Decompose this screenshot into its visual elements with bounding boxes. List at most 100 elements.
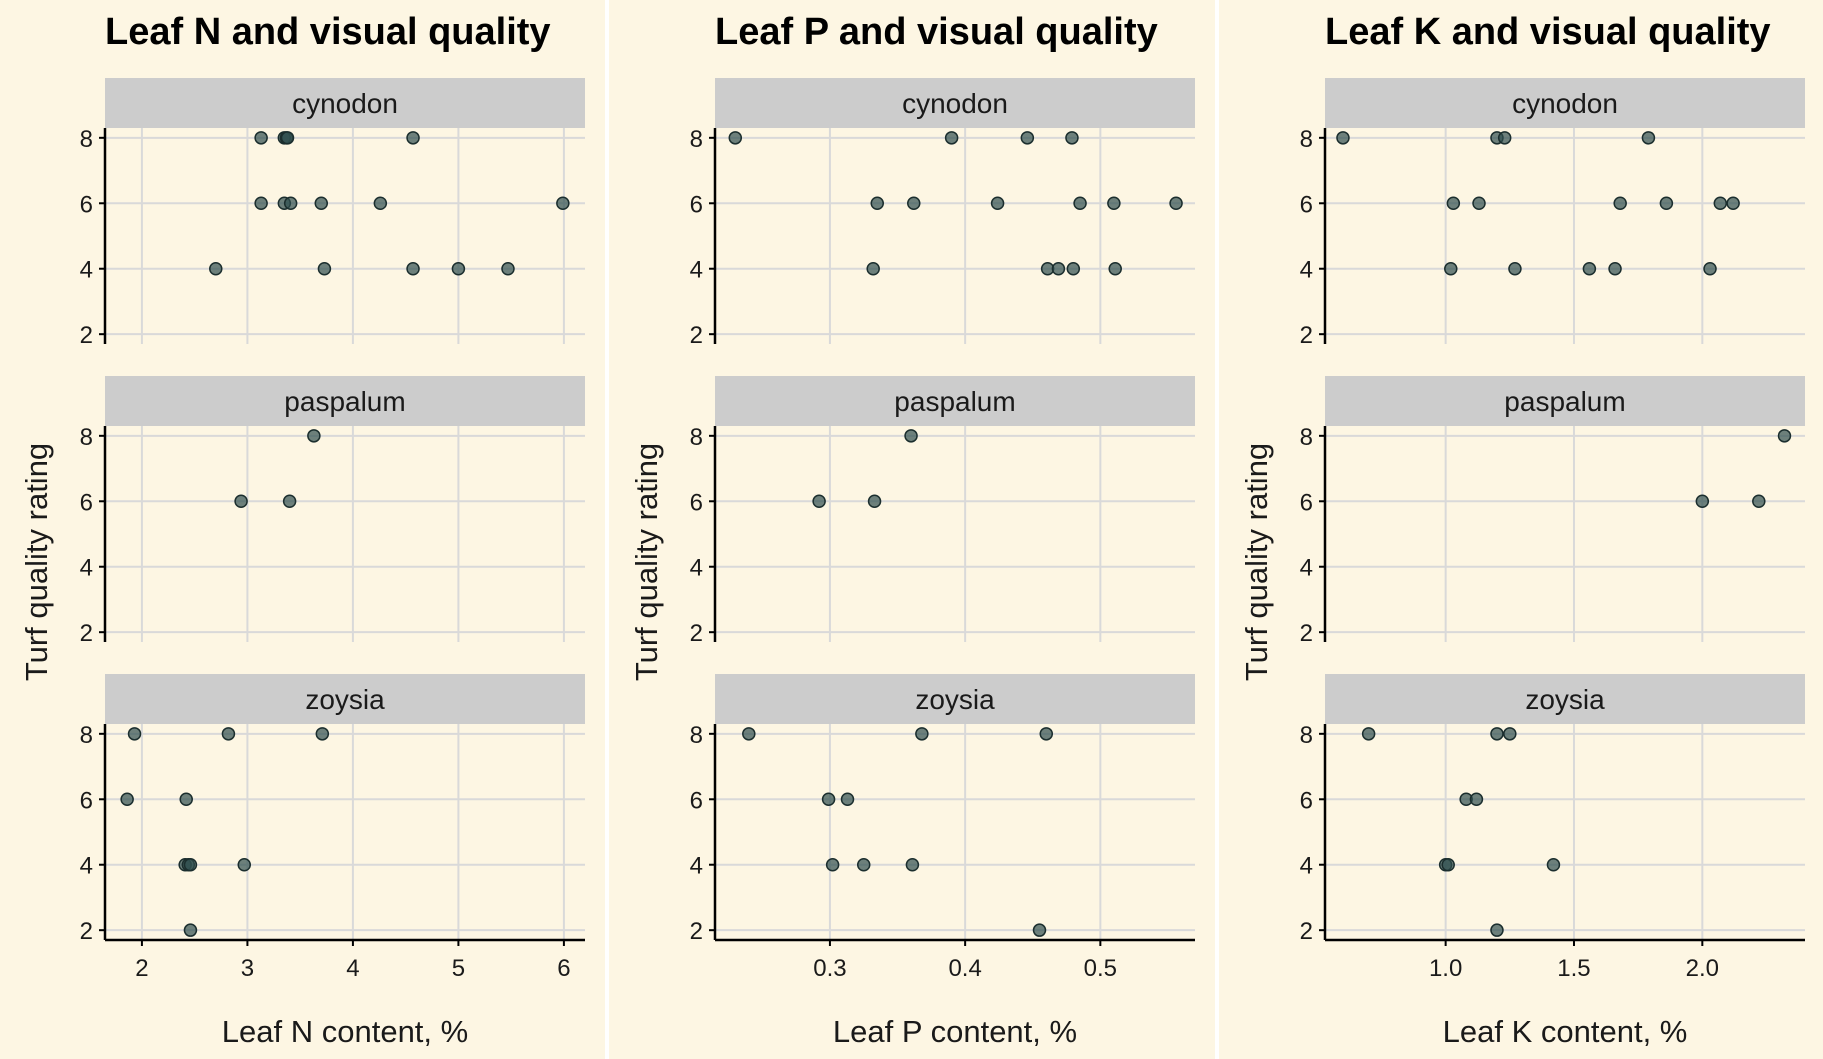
facet-strip bbox=[105, 78, 585, 128]
y-tick-label: 2 bbox=[80, 322, 93, 349]
y-tick-label: 2 bbox=[690, 620, 703, 647]
data-point bbox=[1472, 196, 1486, 211]
data-point bbox=[234, 494, 248, 509]
data-point bbox=[556, 196, 570, 211]
y-tick-label: 4 bbox=[1300, 257, 1313, 284]
data-point bbox=[221, 727, 236, 741]
data-point bbox=[254, 196, 268, 211]
data-point bbox=[1107, 196, 1121, 211]
data-point bbox=[1361, 727, 1376, 741]
facet-zoysia: zoysia 2 4 6 8 0.3 0.4 0.5 bbox=[690, 674, 1195, 982]
data-point bbox=[1020, 131, 1035, 145]
y-axis-title: Turf quality rating bbox=[1239, 443, 1274, 681]
y-tick-label: 4 bbox=[1300, 853, 1313, 880]
data-point bbox=[1777, 429, 1792, 443]
facet-strip bbox=[715, 78, 1195, 128]
data-point bbox=[728, 131, 743, 145]
data-point bbox=[1659, 196, 1674, 211]
data-point bbox=[742, 727, 756, 741]
facet-strip-label: paspalum bbox=[1504, 386, 1625, 417]
facet-paspalum: paspalum 2 4 6 8 bbox=[1300, 376, 1805, 647]
x-tick-label: 2 bbox=[135, 955, 148, 982]
data-point bbox=[1066, 261, 1081, 276]
facet-strip bbox=[1325, 78, 1805, 128]
data-point bbox=[1169, 196, 1183, 211]
panel-title: Leaf P and visual quality bbox=[715, 11, 1158, 53]
y-tick-label: 4 bbox=[80, 257, 93, 284]
data-point bbox=[183, 857, 198, 872]
y-axis-title: Turf quality rating bbox=[19, 443, 54, 681]
facet-zoysia: zoysia 2 4 6 8 1.0 1.5 2.0 bbox=[1300, 674, 1805, 982]
y-tick-label: 6 bbox=[80, 489, 93, 516]
facet-strip bbox=[1325, 674, 1805, 724]
x-tick-label: 5 bbox=[452, 955, 465, 982]
facet-strip bbox=[105, 376, 585, 426]
data-point bbox=[1713, 196, 1728, 211]
data-point bbox=[1336, 131, 1350, 145]
data-point bbox=[907, 196, 921, 211]
facet-strip-label: cynodon bbox=[292, 88, 398, 119]
panel-title: Leaf N and visual quality bbox=[105, 11, 551, 53]
y-tick-label: 6 bbox=[1300, 787, 1313, 814]
x-axis-title: Leaf N content, % bbox=[222, 1014, 468, 1049]
y-axis-title: Turf quality rating bbox=[629, 443, 664, 681]
facet-strip-label: cynodon bbox=[902, 88, 1008, 119]
facet-strip-label: paspalum bbox=[284, 386, 405, 417]
data-point bbox=[825, 857, 840, 872]
data-point bbox=[237, 857, 252, 872]
y-tick-label: 8 bbox=[80, 424, 93, 451]
x-tick-label: 0.3 bbox=[813, 955, 846, 982]
data-point bbox=[812, 494, 826, 509]
data-point bbox=[314, 196, 329, 211]
x-axis-title: Leaf K content, % bbox=[1443, 1014, 1688, 1049]
y-tick-label: 2 bbox=[1300, 918, 1313, 945]
facets: cynodon 2 4 6 8 paspalum 2 4 6 8 zoysia 2 4 6 8 0.3 0.4 0… bbox=[690, 78, 1195, 982]
data-point bbox=[990, 196, 1005, 211]
data-point bbox=[373, 196, 388, 211]
data-point bbox=[1546, 857, 1561, 872]
data-point bbox=[315, 727, 330, 741]
data-point bbox=[856, 857, 871, 872]
facet-strip-label: zoysia bbox=[305, 684, 385, 715]
data-point bbox=[282, 494, 297, 509]
data-point bbox=[1582, 261, 1597, 276]
data-point bbox=[1469, 792, 1484, 807]
y-tick-label: 4 bbox=[80, 853, 93, 880]
x-tick-label: 0.5 bbox=[1084, 955, 1117, 982]
data-point bbox=[1497, 131, 1512, 145]
y-tick-label: 2 bbox=[690, 918, 703, 945]
data-point bbox=[317, 261, 332, 276]
facet-strip bbox=[105, 674, 585, 724]
y-tick-label: 2 bbox=[1300, 322, 1313, 349]
data-point bbox=[821, 792, 836, 807]
facet-cynodon: cynodon 2 4 6 8 bbox=[690, 78, 1195, 349]
data-point bbox=[1613, 196, 1627, 211]
data-point bbox=[179, 792, 193, 807]
data-point bbox=[307, 429, 321, 443]
facet-strip bbox=[1325, 376, 1805, 426]
data-point bbox=[1073, 196, 1087, 211]
facet-cynodon: cynodon 2 4 6 8 bbox=[80, 78, 585, 349]
facet-paspalum: paspalum 2 4 6 8 bbox=[80, 376, 585, 647]
chart-panel-p: Leaf P and visual quality Turf quality r… bbox=[629, 11, 1195, 1049]
data-point bbox=[209, 261, 223, 276]
data-point bbox=[280, 131, 295, 145]
data-point bbox=[406, 131, 420, 145]
data-point bbox=[905, 857, 920, 872]
x-tick-label: 6 bbox=[557, 955, 570, 982]
facet-strip-label: paspalum bbox=[894, 386, 1015, 417]
x-axis-title: Leaf P content, % bbox=[833, 1014, 1077, 1049]
y-tick-label: 6 bbox=[1300, 489, 1313, 516]
data-point bbox=[867, 494, 882, 509]
y-tick-label: 8 bbox=[80, 722, 93, 749]
y-tick-label: 8 bbox=[1300, 424, 1313, 451]
chart-panel-n: Leaf N and visual quality Turf quality r… bbox=[19, 11, 585, 1049]
y-tick-label: 6 bbox=[690, 191, 703, 218]
x-tick-label: 1.5 bbox=[1557, 955, 1590, 982]
data-point bbox=[406, 261, 420, 276]
x-tick-label: 4 bbox=[346, 955, 359, 982]
data-point bbox=[915, 727, 929, 741]
data-point bbox=[120, 792, 134, 807]
y-tick-label: 2 bbox=[80, 918, 93, 945]
